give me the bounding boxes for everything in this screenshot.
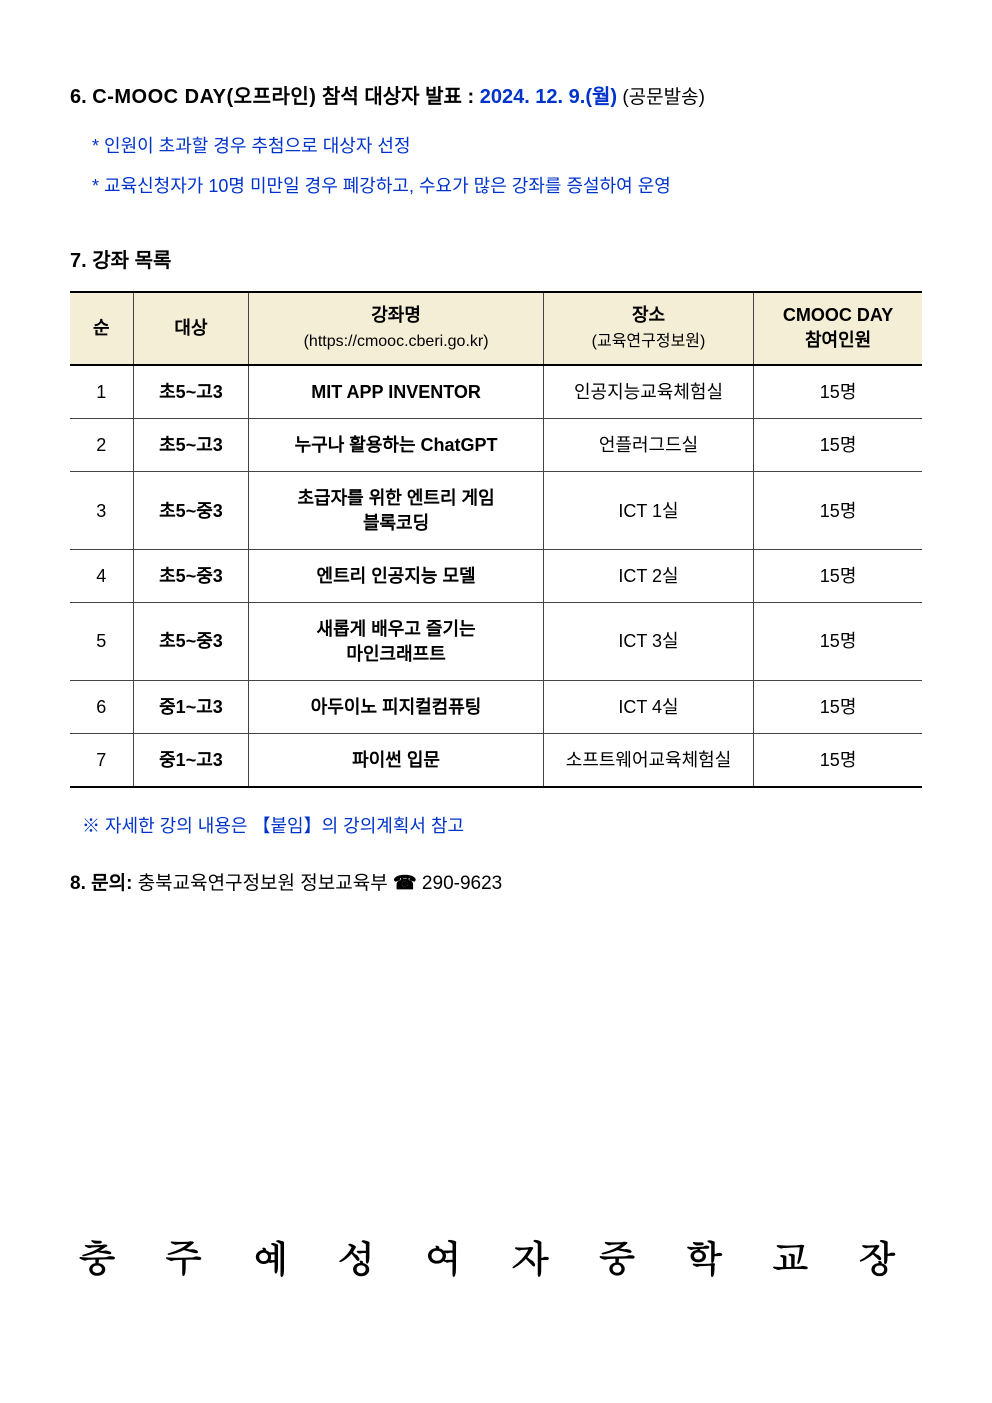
section-8: 8. 문의: 충북교육연구정보원 정보교육부 ☎ 290-9623 xyxy=(70,868,922,895)
cell-cap: 15명 xyxy=(754,603,922,681)
table-row: 1 초5~고3 MIT APP INVENTOR 인공지능교육체험실 15명 xyxy=(70,365,922,419)
cell-cap: 15명 xyxy=(754,680,922,733)
cell-cap: 15명 xyxy=(754,365,922,419)
course-table: 순 대상 강좌명 (https://cmooc.cberi.go.kr) 장소 … xyxy=(70,291,922,788)
cell-place: ICT 2실 xyxy=(543,549,753,602)
th-capacity: CMOOC DAY 참여인원 xyxy=(754,292,922,365)
th-course-url: (https://cmooc.cberi.go.kr) xyxy=(304,333,489,350)
cell-target: 초5~중3 xyxy=(133,472,249,550)
cell-place: 인공지능교육체험실 xyxy=(543,365,753,419)
cell-course: 아두이노 피지컬컴퓨팅 xyxy=(249,680,544,733)
section-6-body: 참석 대상자 발표 : xyxy=(322,86,480,108)
cell-target: 초5~중3 xyxy=(133,603,249,681)
cell-order: 5 xyxy=(70,603,133,681)
th-cap-label: CMOOC DAY xyxy=(783,305,893,325)
course-table-body: 1 초5~고3 MIT APP INVENTOR 인공지능교육체험실 15명 2… xyxy=(70,365,922,788)
footer-signature: 충 주 예 성 여 자 중 학 교 장 xyxy=(0,1229,992,1283)
cell-place: 소프트웨어교육체험실 xyxy=(543,734,753,788)
section-6-number: 6. xyxy=(70,86,87,108)
section-8-phone: 290-9623 xyxy=(417,873,503,894)
table-header-row: 순 대상 강좌명 (https://cmooc.cberi.go.kr) 장소 … xyxy=(70,292,922,365)
cell-order: 4 xyxy=(70,549,133,602)
table-row: 4 초5~중3 엔트리 인공지능 모델 ICT 2실 15명 xyxy=(70,549,922,602)
section-7-title: 7. 강좌 목록 xyxy=(70,244,922,273)
cell-order: 2 xyxy=(70,419,133,472)
cell-order: 7 xyxy=(70,734,133,788)
cell-order: 1 xyxy=(70,365,133,419)
section-6-title: C-MOOC DAY(오프라인) xyxy=(92,86,316,108)
section-8-dept: 충북교육연구정보원 정보교육부 xyxy=(132,873,393,894)
cell-place: ICT 4실 xyxy=(543,680,753,733)
section-6-note: (공문발송) xyxy=(617,87,705,108)
section-6-date: 2024. 12. 9.(월) xyxy=(480,86,617,108)
cell-course: 새롭게 배우고 즐기는마인크래프트 xyxy=(249,603,544,681)
phone-icon: ☎ xyxy=(393,873,417,894)
cell-order: 3 xyxy=(70,472,133,550)
table-row: 7 중1~고3 파이썬 입문 소프트웨어교육체험실 15명 xyxy=(70,734,922,788)
cell-target: 초5~고3 xyxy=(133,365,249,419)
section-6-bullet-1: * 인원이 초과할 경우 추첨으로 대상자 선정 xyxy=(92,127,922,167)
cell-target: 중1~고3 xyxy=(133,734,249,788)
section-6: 6. C-MOOC DAY(오프라인) 참석 대상자 발표 : 2024. 12… xyxy=(70,80,922,206)
cell-cap: 15명 xyxy=(754,734,922,788)
cell-target: 초5~고3 xyxy=(133,419,249,472)
cell-course: 초급자를 위한 엔트리 게임블록코딩 xyxy=(249,472,544,550)
cell-cap: 15명 xyxy=(754,419,922,472)
cell-course: 누구나 활용하는 ChatGPT xyxy=(249,419,544,472)
attachment-note: ※ 자세한 강의 내용은 【붙임】의 강의계획서 참고 xyxy=(82,812,922,838)
cell-cap: 15명 xyxy=(754,472,922,550)
th-course-label: 강좌명 xyxy=(371,305,421,325)
th-place-label: 장소 xyxy=(632,305,665,325)
th-order: 순 xyxy=(70,292,133,365)
cell-cap: 15명 xyxy=(754,549,922,602)
th-target: 대상 xyxy=(133,292,249,365)
cell-order: 6 xyxy=(70,680,133,733)
section-8-label: 8. 문의: xyxy=(70,873,132,894)
section-6-bullet-2: * 교육신청자가 10명 미만일 경우 폐강하고, 수요가 많은 강좌를 증설하… xyxy=(92,167,922,207)
section-6-heading: 6. C-MOOC DAY(오프라인) 참석 대상자 발표 : 2024. 12… xyxy=(70,80,922,109)
cell-target: 중1~고3 xyxy=(133,680,249,733)
cell-course: MIT APP INVENTOR xyxy=(249,365,544,419)
table-row: 2 초5~고3 누구나 활용하는 ChatGPT 언플러그드실 15명 xyxy=(70,419,922,472)
table-row: 3 초5~중3 초급자를 위한 엔트리 게임블록코딩 ICT 1실 15명 xyxy=(70,472,922,550)
th-place: 장소 (교육연구정보원) xyxy=(543,292,753,365)
cell-course: 파이썬 입문 xyxy=(249,734,544,788)
table-row: 6 중1~고3 아두이노 피지컬컴퓨팅 ICT 4실 15명 xyxy=(70,680,922,733)
th-place-sub: (교육연구정보원) xyxy=(592,333,706,350)
cell-place: ICT 3실 xyxy=(543,603,753,681)
cell-place: ICT 1실 xyxy=(543,472,753,550)
cell-target: 초5~중3 xyxy=(133,549,249,602)
th-cap-sub: 참여인원 xyxy=(805,330,871,350)
cell-place: 언플러그드실 xyxy=(543,419,753,472)
table-row: 5 초5~중3 새롭게 배우고 즐기는마인크래프트 ICT 3실 15명 xyxy=(70,603,922,681)
cell-course: 엔트리 인공지능 모델 xyxy=(249,549,544,602)
th-course: 강좌명 (https://cmooc.cberi.go.kr) xyxy=(249,292,544,365)
